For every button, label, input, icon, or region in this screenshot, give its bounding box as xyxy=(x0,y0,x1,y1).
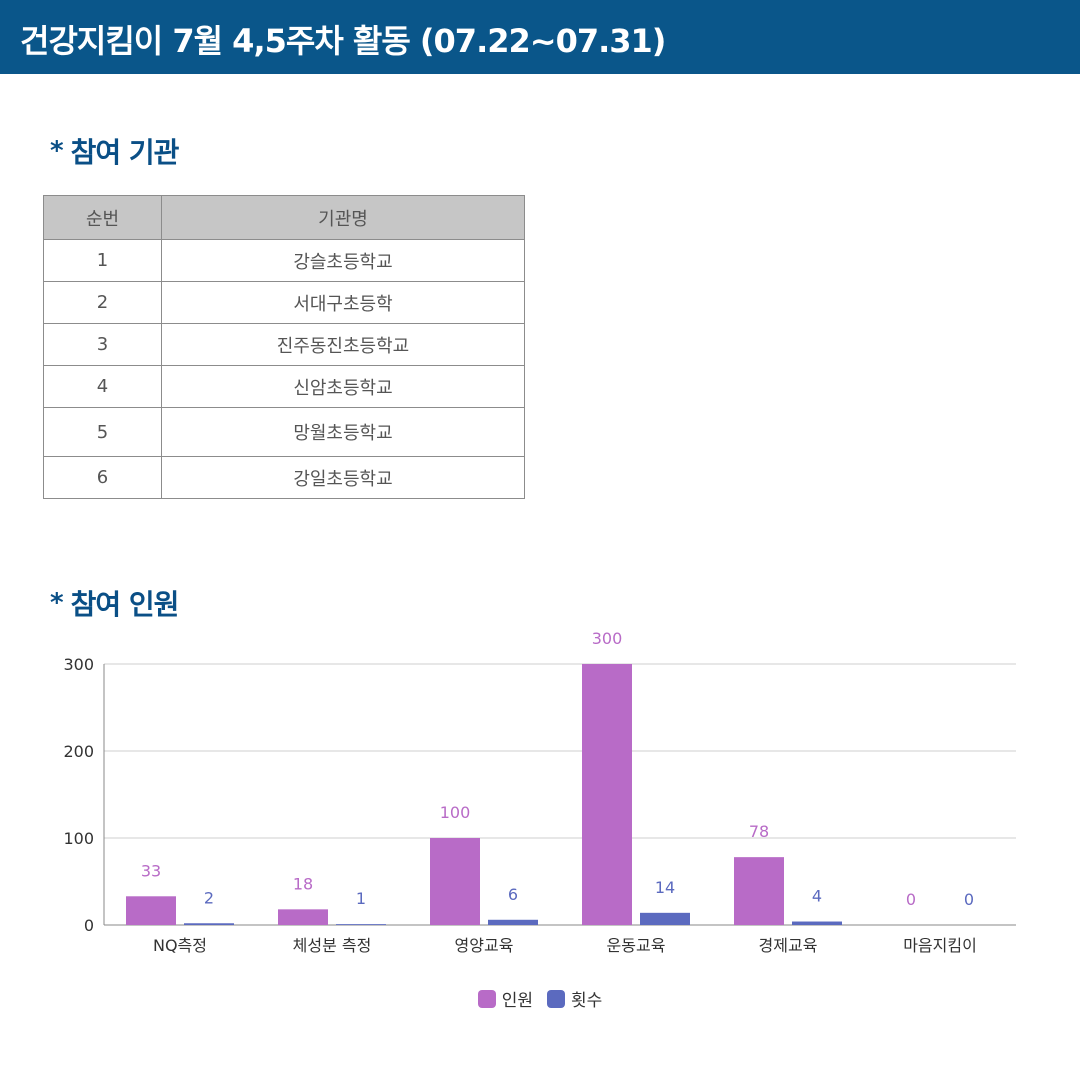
data-label: 0 xyxy=(906,890,916,909)
data-label: 300 xyxy=(592,629,623,648)
table-row: 2 서대구초등학 xyxy=(43,281,525,324)
legend-swatch xyxy=(547,989,565,1008)
bar xyxy=(126,896,176,925)
data-label: 100 xyxy=(440,803,471,822)
table-row: 1 강슬초등학교 xyxy=(43,239,525,282)
row-number: 6 xyxy=(43,456,162,499)
x-tick-label: 체성분 측정 xyxy=(293,936,372,955)
y-tick-label: 200 xyxy=(63,742,94,761)
x-tick-label: 운동교육 xyxy=(607,936,666,955)
x-tick-label: 마음지킴이 xyxy=(903,936,977,955)
section-heading-orgs: * 참여 기관 xyxy=(50,131,180,171)
data-label: 78 xyxy=(749,822,769,841)
chart-legend: 인원 횟수 xyxy=(0,986,1080,1011)
row-number: 5 xyxy=(43,407,162,457)
data-label: 6 xyxy=(508,885,518,904)
bar xyxy=(278,909,328,925)
data-label: 33 xyxy=(141,861,161,880)
data-label: 18 xyxy=(293,874,313,893)
legend-item: 인원 xyxy=(477,986,533,1011)
data-label: 14 xyxy=(655,878,675,897)
bar xyxy=(430,838,480,925)
section-heading-participants: * 참여 인원 xyxy=(50,583,180,623)
org-name: 강일초등학교 xyxy=(161,456,525,499)
legend-label: 횟수 xyxy=(571,991,603,1011)
legend-swatch xyxy=(477,989,496,1008)
x-tick-label: 영양교육 xyxy=(455,936,514,955)
data-label: 1 xyxy=(356,889,366,908)
bar xyxy=(488,919,538,925)
org-name: 신암초등학교 xyxy=(161,365,525,408)
y-tick-label: 0 xyxy=(84,916,94,935)
legend-label: 인원 xyxy=(501,991,533,1011)
bar xyxy=(336,924,386,925)
row-number: 3 xyxy=(43,323,162,366)
org-name: 망월초등학교 xyxy=(161,407,525,457)
bar xyxy=(640,912,690,925)
y-tick-label: 300 xyxy=(63,655,94,674)
table-header-row: 순번 기관명 xyxy=(43,195,525,240)
table-row: 3 진주동진초등학교 xyxy=(43,323,525,366)
bar xyxy=(734,857,784,925)
column-header-org-name: 기관명 xyxy=(161,195,525,240)
data-label: 4 xyxy=(812,887,822,906)
page-title: 건강지킴이 7월 4,5주차 활동 (07.22~07.31) xyxy=(20,22,666,60)
bar xyxy=(184,923,234,925)
x-tick-label: NQ측정 xyxy=(153,936,207,955)
org-table: 순번 기관명 1 강슬초등학교 2 서대구초등학 3 진주동진초등학교 4 신암… xyxy=(43,195,525,499)
row-number: 4 xyxy=(43,365,162,408)
bar xyxy=(792,921,842,925)
bar xyxy=(582,664,632,925)
org-name: 진주동진초등학교 xyxy=(161,323,525,366)
org-name: 서대구초등학 xyxy=(161,281,525,324)
data-label: 2 xyxy=(204,888,214,907)
header-bar: 건강지킴이 7월 4,5주차 활동 (07.22~07.31) xyxy=(0,0,1080,74)
section-title-orgs: 참여 기관 xyxy=(70,136,180,169)
table-row: 4 신암초등학교 xyxy=(43,365,525,408)
participation-bar-chart: 0 100 200 300 33 2 NQ측정 18 1 체성분 측정 100 6 영양교육 300 14 운… xyxy=(63,629,1016,955)
table-row: 6 강일초등학교 xyxy=(43,456,525,499)
column-header-number: 순번 xyxy=(43,195,162,240)
y-tick-label: 100 xyxy=(63,829,94,848)
asterisk-icon: * xyxy=(50,136,64,166)
table-row: 5 망월초등학교 xyxy=(43,407,525,457)
row-number: 2 xyxy=(43,281,162,324)
legend-item: 횟수 xyxy=(547,986,602,1011)
asterisk-icon: * xyxy=(50,588,64,618)
org-name: 강슬초등학교 xyxy=(161,239,525,282)
section-title-participants: 참여 인원 xyxy=(70,588,180,621)
row-number: 1 xyxy=(43,239,162,282)
x-tick-label: 경제교육 xyxy=(759,936,818,955)
data-label: 0 xyxy=(964,890,974,909)
